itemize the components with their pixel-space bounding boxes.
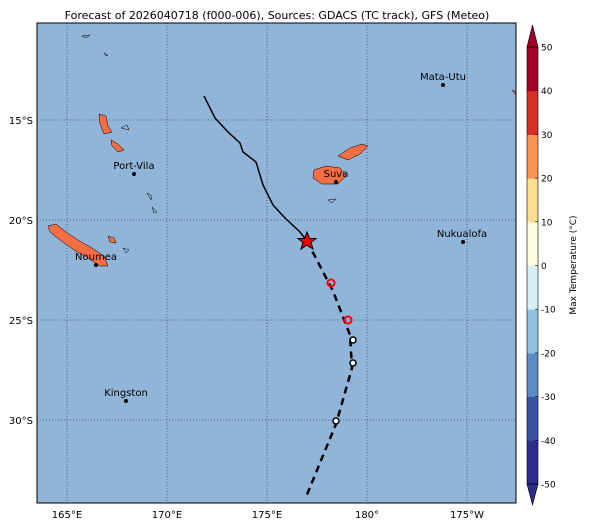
lon-label: 180° [355,510,379,521]
colorbar-label: Max Temperature (°C) [569,215,579,314]
lat-label: 30°S [9,416,33,427]
lon-label: 175°W [450,510,484,521]
lat-label: 25°S [9,316,33,327]
colorbar-band [527,396,538,441]
land [47,34,517,267]
colorbar-band [527,134,538,179]
colorbar-tick-label: 20 [541,175,553,185]
colorbar-band [527,352,538,398]
colorbar-tick-label: -40 [541,437,556,447]
place-label: Mata-Utu [420,72,466,83]
track [203,95,357,498]
places: Mata-Utu Suva Port-Vila Nukualofa Noumea… [75,72,487,403]
place-label: Nukualofa [437,229,487,240]
colorbar-tick-label: 0 [541,262,547,272]
colorbar-tick-label: 30 [541,131,553,141]
colorbar-tick-label: 10 [541,218,553,228]
place-label: Port-Vila [113,161,154,172]
colorbar-tick-label: 50 [541,44,553,54]
lat-label: 15°S [9,116,33,127]
colorbar-band [527,265,538,310]
lat-label: 20°S [9,216,33,227]
colorbar-band [527,309,538,354]
colorbar-band [527,440,538,485]
colorbar-extend-max [526,24,539,48]
place-label: Suva [324,169,349,180]
colorbar-band [527,178,538,223]
gridlines [37,23,516,503]
lon-label: 170°E [152,510,182,521]
colorbar-band [527,47,538,92]
colorbar-band [527,90,538,135]
title: Forecast of 2026040718 (f000-006), Sourc… [65,9,490,22]
map-frame [36,22,517,504]
lon-label: 175°E [252,510,282,521]
place-label: Noumea [75,252,117,263]
colorbar-tick-label: -20 [541,349,556,359]
lon-label: 165°E [52,510,82,521]
colorbar-tick-label: -10 [541,306,556,316]
lon-labels: 165°E 170°E 175°E 180° 175°W [52,510,484,521]
colorbar-tick-label: -50 [541,481,556,491]
colorbar-tick-label: -30 [541,393,556,403]
colorbar-tick-label: 40 [541,87,553,97]
ocean [37,23,516,503]
colorbar: 50 40 30 20 10 0 -10 -20 -30 -40 -50 [526,24,556,507]
colorbar-band [527,221,538,266]
lat-labels: 15°S 20°S 25°S 30°S [9,116,33,427]
place-label: Kingston [104,388,148,399]
colorbar-extend-min [526,483,539,507]
